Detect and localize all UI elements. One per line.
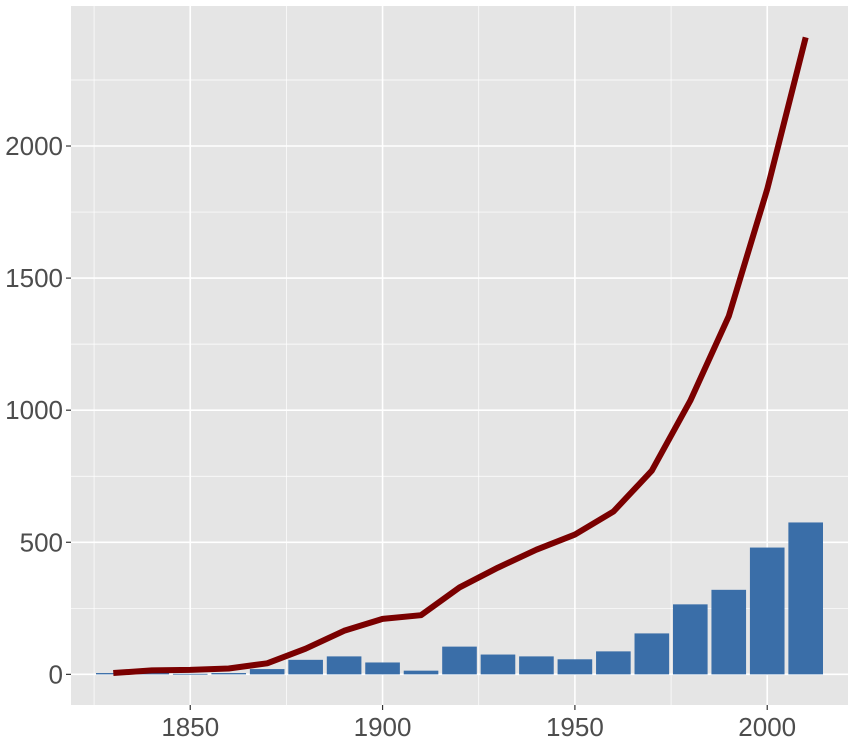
bar bbox=[403, 670, 439, 675]
bar bbox=[788, 522, 823, 675]
bar bbox=[365, 662, 400, 675]
bar bbox=[326, 656, 362, 675]
x-tick-label: 1900 bbox=[354, 712, 412, 741]
line-series bbox=[113, 36, 809, 676]
bar bbox=[96, 673, 131, 675]
bar bbox=[172, 673, 208, 675]
bar bbox=[519, 656, 554, 675]
bar bbox=[711, 589, 747, 675]
bar bbox=[480, 654, 516, 675]
x-tick-label: 2000 bbox=[738, 712, 796, 741]
y-tick-label: 1000 bbox=[5, 395, 63, 425]
bar bbox=[672, 604, 708, 675]
y-tick-label: 0 bbox=[49, 659, 63, 689]
y-tick-label: 2000 bbox=[5, 131, 63, 161]
axes: 0 500 1000 1500 2000 1850 1900 1950 2000 bbox=[5, 131, 796, 741]
bar bbox=[634, 633, 670, 675]
bar bbox=[749, 547, 785, 675]
y-tick-label: 500 bbox=[20, 527, 63, 557]
y-tick-label: 1500 bbox=[5, 263, 63, 293]
bar bbox=[288, 659, 323, 675]
bar bbox=[249, 669, 285, 675]
x-tick-label: 1950 bbox=[546, 712, 604, 741]
x-tick-label: 1850 bbox=[161, 712, 219, 741]
bar bbox=[557, 659, 593, 675]
bars bbox=[96, 522, 823, 675]
cumulative-line bbox=[113, 36, 809, 676]
bar bbox=[442, 646, 477, 675]
bar bbox=[596, 651, 631, 675]
bar bbox=[211, 673, 247, 675]
